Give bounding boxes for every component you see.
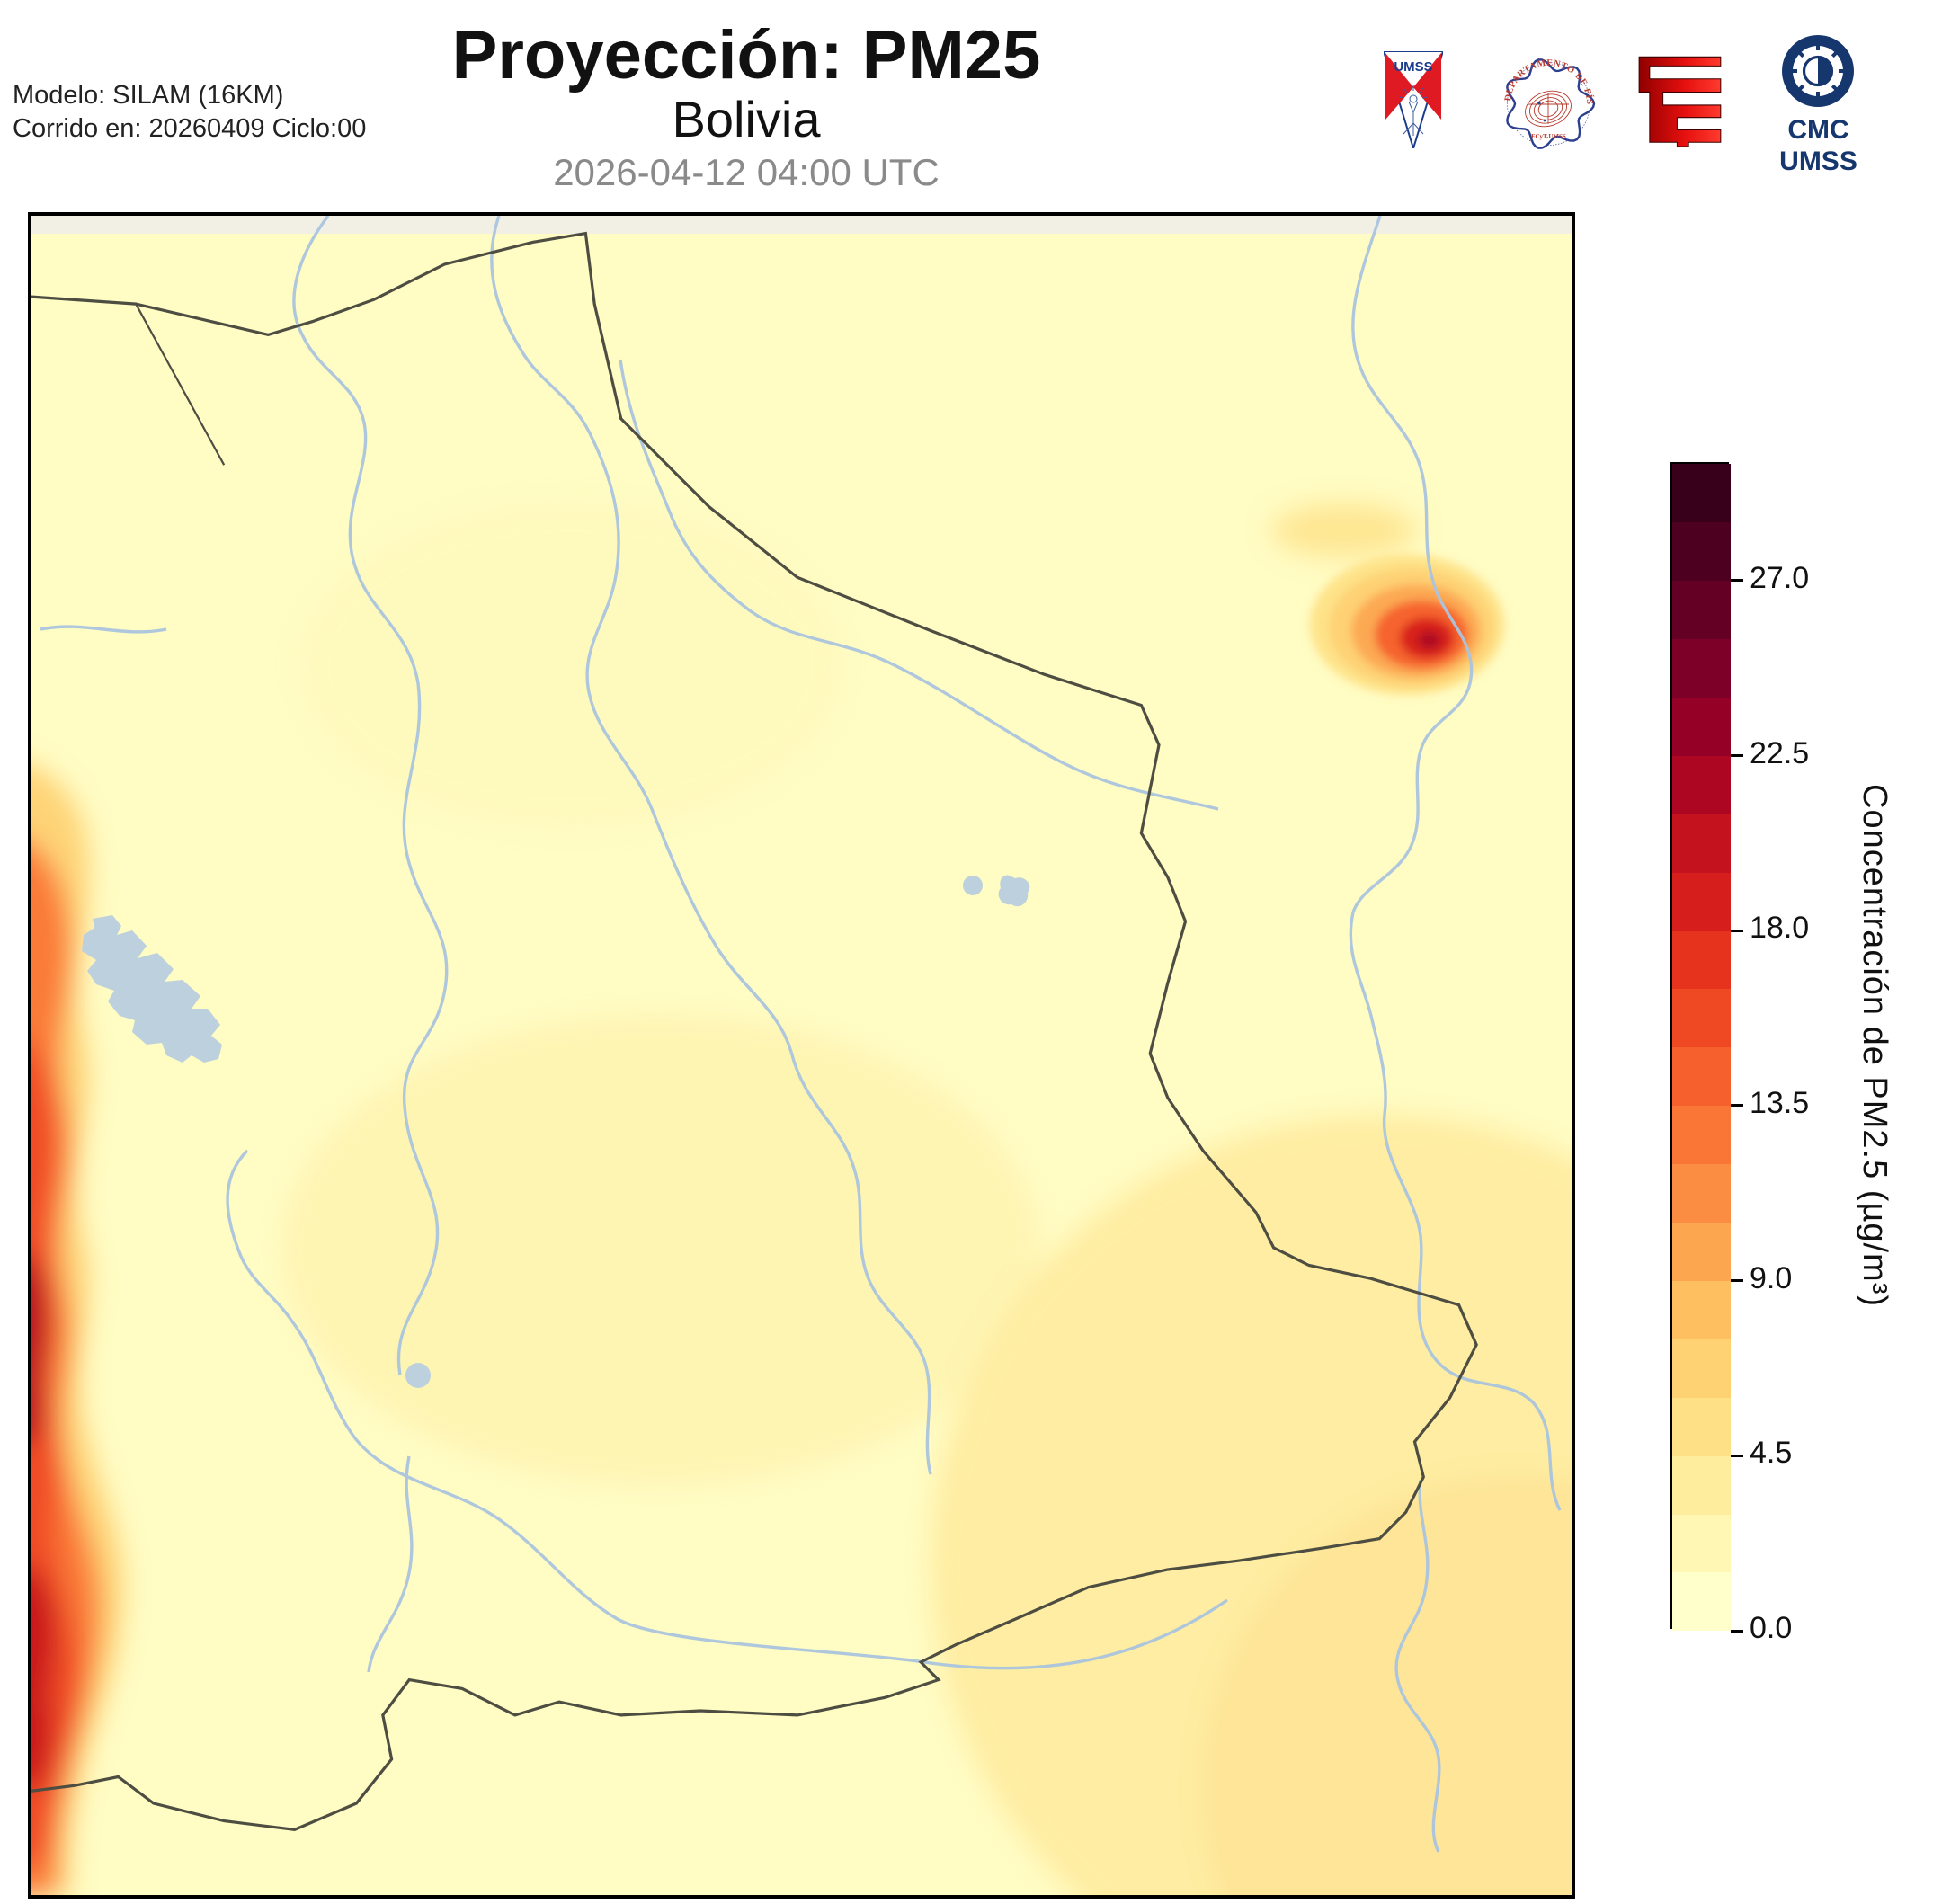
- svg-text:UMSS: UMSS: [1394, 59, 1432, 75]
- svg-text:FCyT-UMSS: FCyT-UMSS: [1531, 133, 1566, 140]
